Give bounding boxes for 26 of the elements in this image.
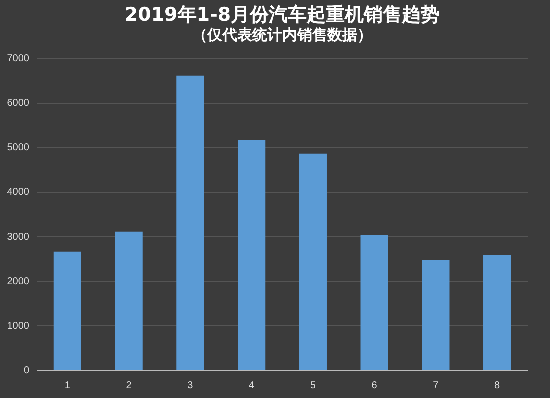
x-tick-label: 5 — [310, 380, 316, 392]
chart-title: 2019年1-8月份汽车起重机销售趋势 — [124, 4, 440, 26]
bar — [115, 232, 143, 370]
y-tick-label: 4000 — [7, 187, 30, 198]
x-tick-label: 2 — [126, 380, 132, 392]
x-tick-label: 6 — [372, 380, 378, 392]
y-tick-label: 1000 — [7, 320, 30, 332]
bar — [299, 154, 327, 370]
y-tick-label: 0 — [24, 366, 30, 376]
bar — [422, 260, 450, 370]
y-tick-label: 7000 — [7, 54, 30, 64]
x-tick-label: 3 — [188, 380, 194, 392]
x-tick-label: 1 — [64, 380, 71, 392]
x-tick-label: 4 — [249, 380, 256, 392]
y-tick-label: 3000 — [7, 232, 30, 243]
bar — [360, 234, 388, 370]
chart-subtitle: （仅代表统计内销售数据） — [192, 26, 372, 44]
y-tick-label: 2000 — [7, 276, 30, 288]
bar — [484, 255, 512, 370]
bar — [238, 140, 266, 370]
y-tick-label: 6000 — [7, 98, 30, 110]
x-tick-label: 7 — [433, 380, 440, 392]
bar — [176, 76, 204, 370]
y-tick-label: 5000 — [7, 142, 30, 154]
bar — [54, 252, 82, 370]
x-tick-label: 8 — [494, 380, 501, 392]
